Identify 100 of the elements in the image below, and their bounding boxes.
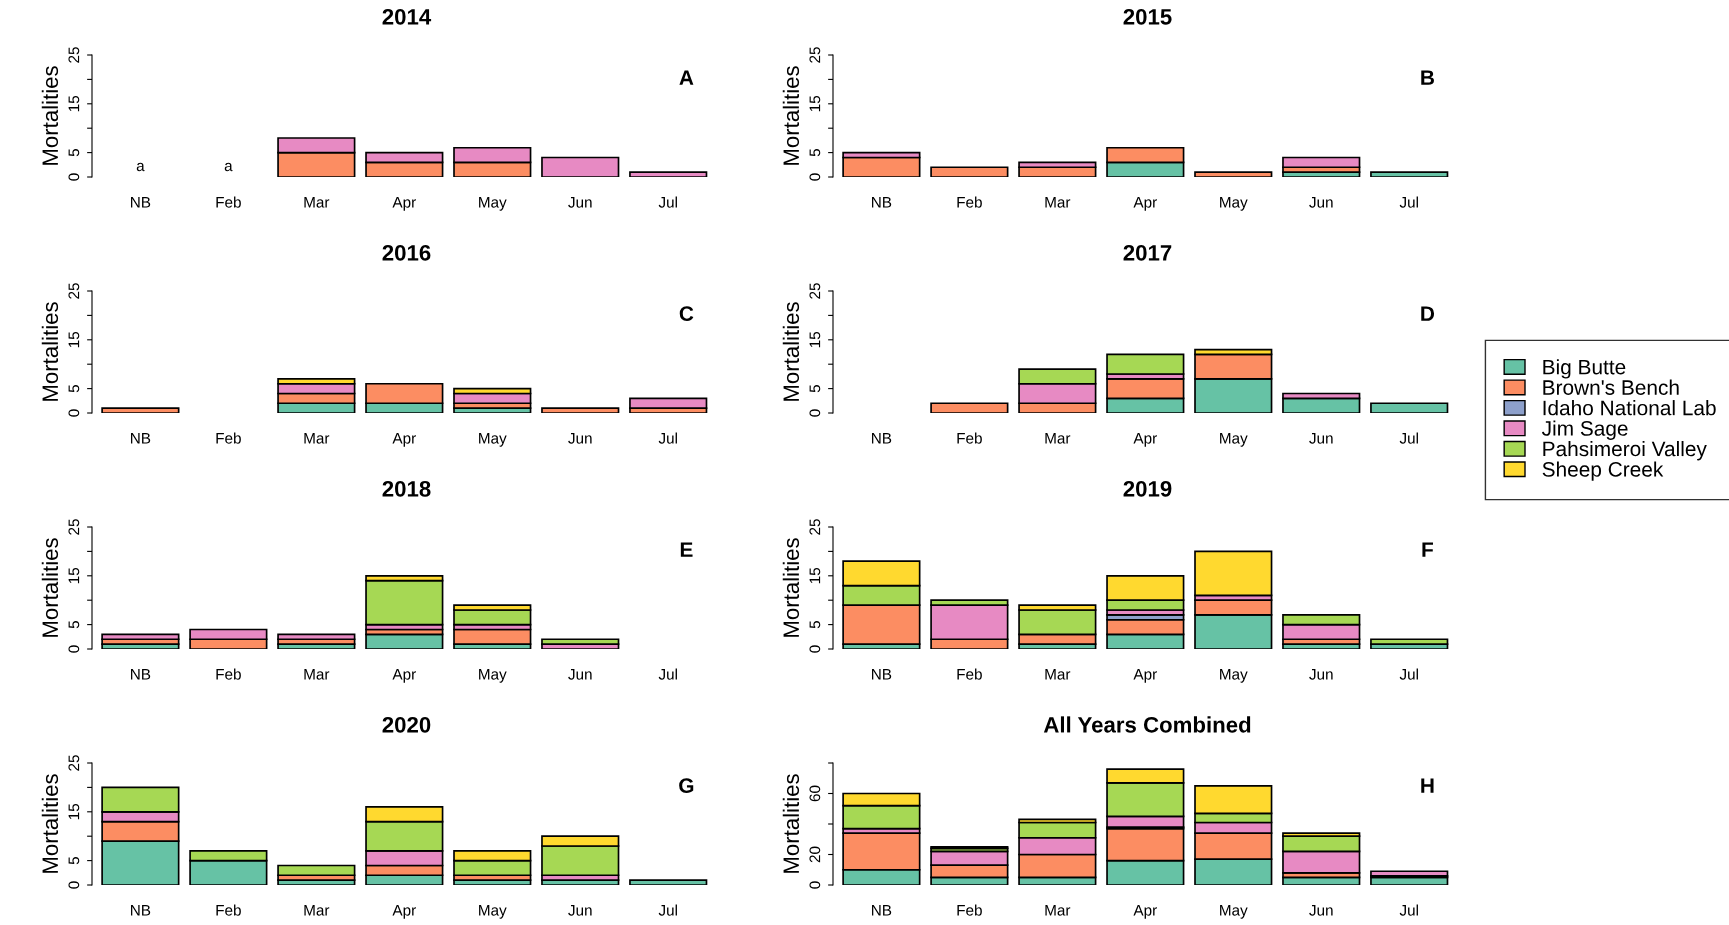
x-tick-label: Jul: [658, 196, 677, 208]
x-tick-label: Feb: [957, 904, 982, 916]
y-tick-label: 5: [68, 620, 80, 629]
x-tick-label: Apr: [1133, 669, 1157, 683]
x-tick-label: May: [1220, 433, 1248, 447]
x-tick-label: Mar: [1045, 197, 1071, 208]
y-tick-label: 5: [68, 856, 80, 865]
x-tick-label: Jun: [1309, 433, 1333, 444]
y-axis-title: Mortalities: [41, 538, 59, 637]
y-axis-title: Mortalities: [41, 66, 59, 165]
x-tick-label: NB: [872, 433, 892, 444]
x-tick-label: NB: [131, 905, 151, 916]
y-tick-label: 25: [809, 283, 821, 299]
x-tick-label: Mar: [304, 433, 330, 444]
annotation: B: [1421, 70, 1434, 85]
x-tick-label: Mar: [1045, 905, 1071, 916]
annotation: C: [679, 306, 694, 321]
y-tick-label: 25: [68, 519, 80, 535]
x-tick-label: Feb: [216, 668, 241, 680]
x-tick-label: Jul: [658, 432, 677, 444]
x-tick-label: Mar: [1045, 669, 1071, 680]
y-axis-title: Mortalities: [782, 774, 800, 873]
y-tick-label: 5: [68, 384, 80, 393]
annotation: A: [679, 70, 694, 85]
y-tick-label: 15: [809, 567, 821, 584]
x-tick-label: NB: [131, 433, 151, 444]
x-tick-label: Apr: [1133, 433, 1157, 447]
x-tick-label: Jul: [1399, 432, 1418, 444]
x-tick-label: Jun: [1309, 669, 1333, 680]
x-tick-label: NB: [872, 905, 892, 916]
x-tick-label: Feb: [957, 432, 982, 444]
legend-label: Big Butte: [1543, 359, 1626, 379]
x-tick-label: Jun: [1309, 197, 1333, 208]
annotation: G: [679, 778, 694, 793]
annotation: D: [1421, 306, 1435, 321]
y-axis-title: Mortalities: [782, 538, 800, 637]
x-tick-label: Jun: [568, 433, 592, 444]
y-tick-label: 15: [68, 803, 80, 820]
x-tick-label: Jul: [658, 904, 677, 916]
x-tick-label: NB: [872, 197, 892, 208]
chart-title: 2017: [1123, 244, 1172, 261]
chart-title: All Years Combined: [1043, 716, 1251, 733]
y-tick-label: 0: [809, 645, 821, 653]
x-tick-label: Apr: [1133, 197, 1157, 211]
y-tick-label: 15: [68, 331, 80, 348]
y-tick-label: 0: [68, 173, 80, 181]
annotation: F: [1422, 542, 1434, 557]
y-tick-label: 25: [68, 283, 80, 299]
x-tick-label: Jul: [1399, 668, 1418, 680]
y-tick-label: 15: [809, 331, 821, 348]
x-tick-label: Mar: [304, 197, 330, 208]
x-tick-label: Mar: [304, 905, 330, 916]
y-tick-label: 5: [809, 148, 821, 157]
x-tick-label: Jul: [1399, 904, 1418, 916]
x-tick-label: Apr: [392, 433, 416, 447]
y-tick-label: 25: [68, 755, 80, 771]
x-tick-label: Jun: [568, 197, 592, 208]
x-tick-label: Mar: [304, 669, 330, 680]
y-tick-label: 5: [809, 620, 821, 629]
y-tick-label: 25: [809, 47, 821, 63]
x-tick-label: NB: [131, 669, 151, 680]
chart-title: 2019: [1123, 480, 1172, 497]
x-tick-label: Apr: [392, 669, 416, 683]
x-tick-label: Apr: [392, 197, 416, 211]
legend-label: Jim Sage: [1541, 420, 1628, 440]
x-tick-label: Mar: [1045, 433, 1071, 444]
annotation: a: [224, 162, 233, 172]
x-tick-label: Feb: [957, 668, 982, 680]
x-tick-label: Feb: [957, 196, 982, 208]
y-tick-label: 0: [809, 881, 821, 889]
y-tick-label: 0: [809, 173, 821, 181]
y-tick-label: 5: [68, 148, 80, 157]
chart-title: 2018: [382, 480, 431, 497]
y-axis-title: Mortalities: [41, 774, 59, 873]
x-tick-label: May: [479, 197, 507, 211]
legend-label: Pahsimeroi Valley: [1543, 440, 1707, 461]
x-tick-label: May: [1220, 197, 1248, 211]
chart-title: 2020: [382, 716, 431, 733]
y-tick-label: 25: [68, 47, 80, 63]
x-tick-label: Jul: [1399, 196, 1418, 208]
y-tick-label: 15: [68, 95, 80, 112]
x-tick-label: May: [1220, 669, 1248, 683]
x-tick-label: May: [1220, 905, 1248, 919]
x-tick-label: May: [479, 905, 507, 919]
chart-title: 2016: [382, 244, 431, 261]
annotation: H: [1421, 778, 1434, 793]
chart-title: 2015: [1123, 8, 1172, 25]
y-tick-label: 15: [809, 95, 821, 112]
y-tick-label: 0: [68, 645, 80, 653]
y-axis-title: Mortalities: [41, 302, 59, 401]
x-tick-label: May: [479, 433, 507, 447]
x-tick-label: NB: [872, 669, 892, 680]
y-axis-title: Mortalities: [782, 302, 800, 401]
x-tick-label: Feb: [216, 196, 241, 208]
y-tick-label: 20: [809, 846, 821, 863]
x-tick-label: Jun: [568, 669, 592, 680]
x-tick-label: May: [479, 669, 507, 683]
x-tick-label: Jun: [1309, 905, 1333, 916]
y-tick-label: 25: [809, 519, 821, 535]
x-tick-label: Feb: [216, 904, 241, 916]
